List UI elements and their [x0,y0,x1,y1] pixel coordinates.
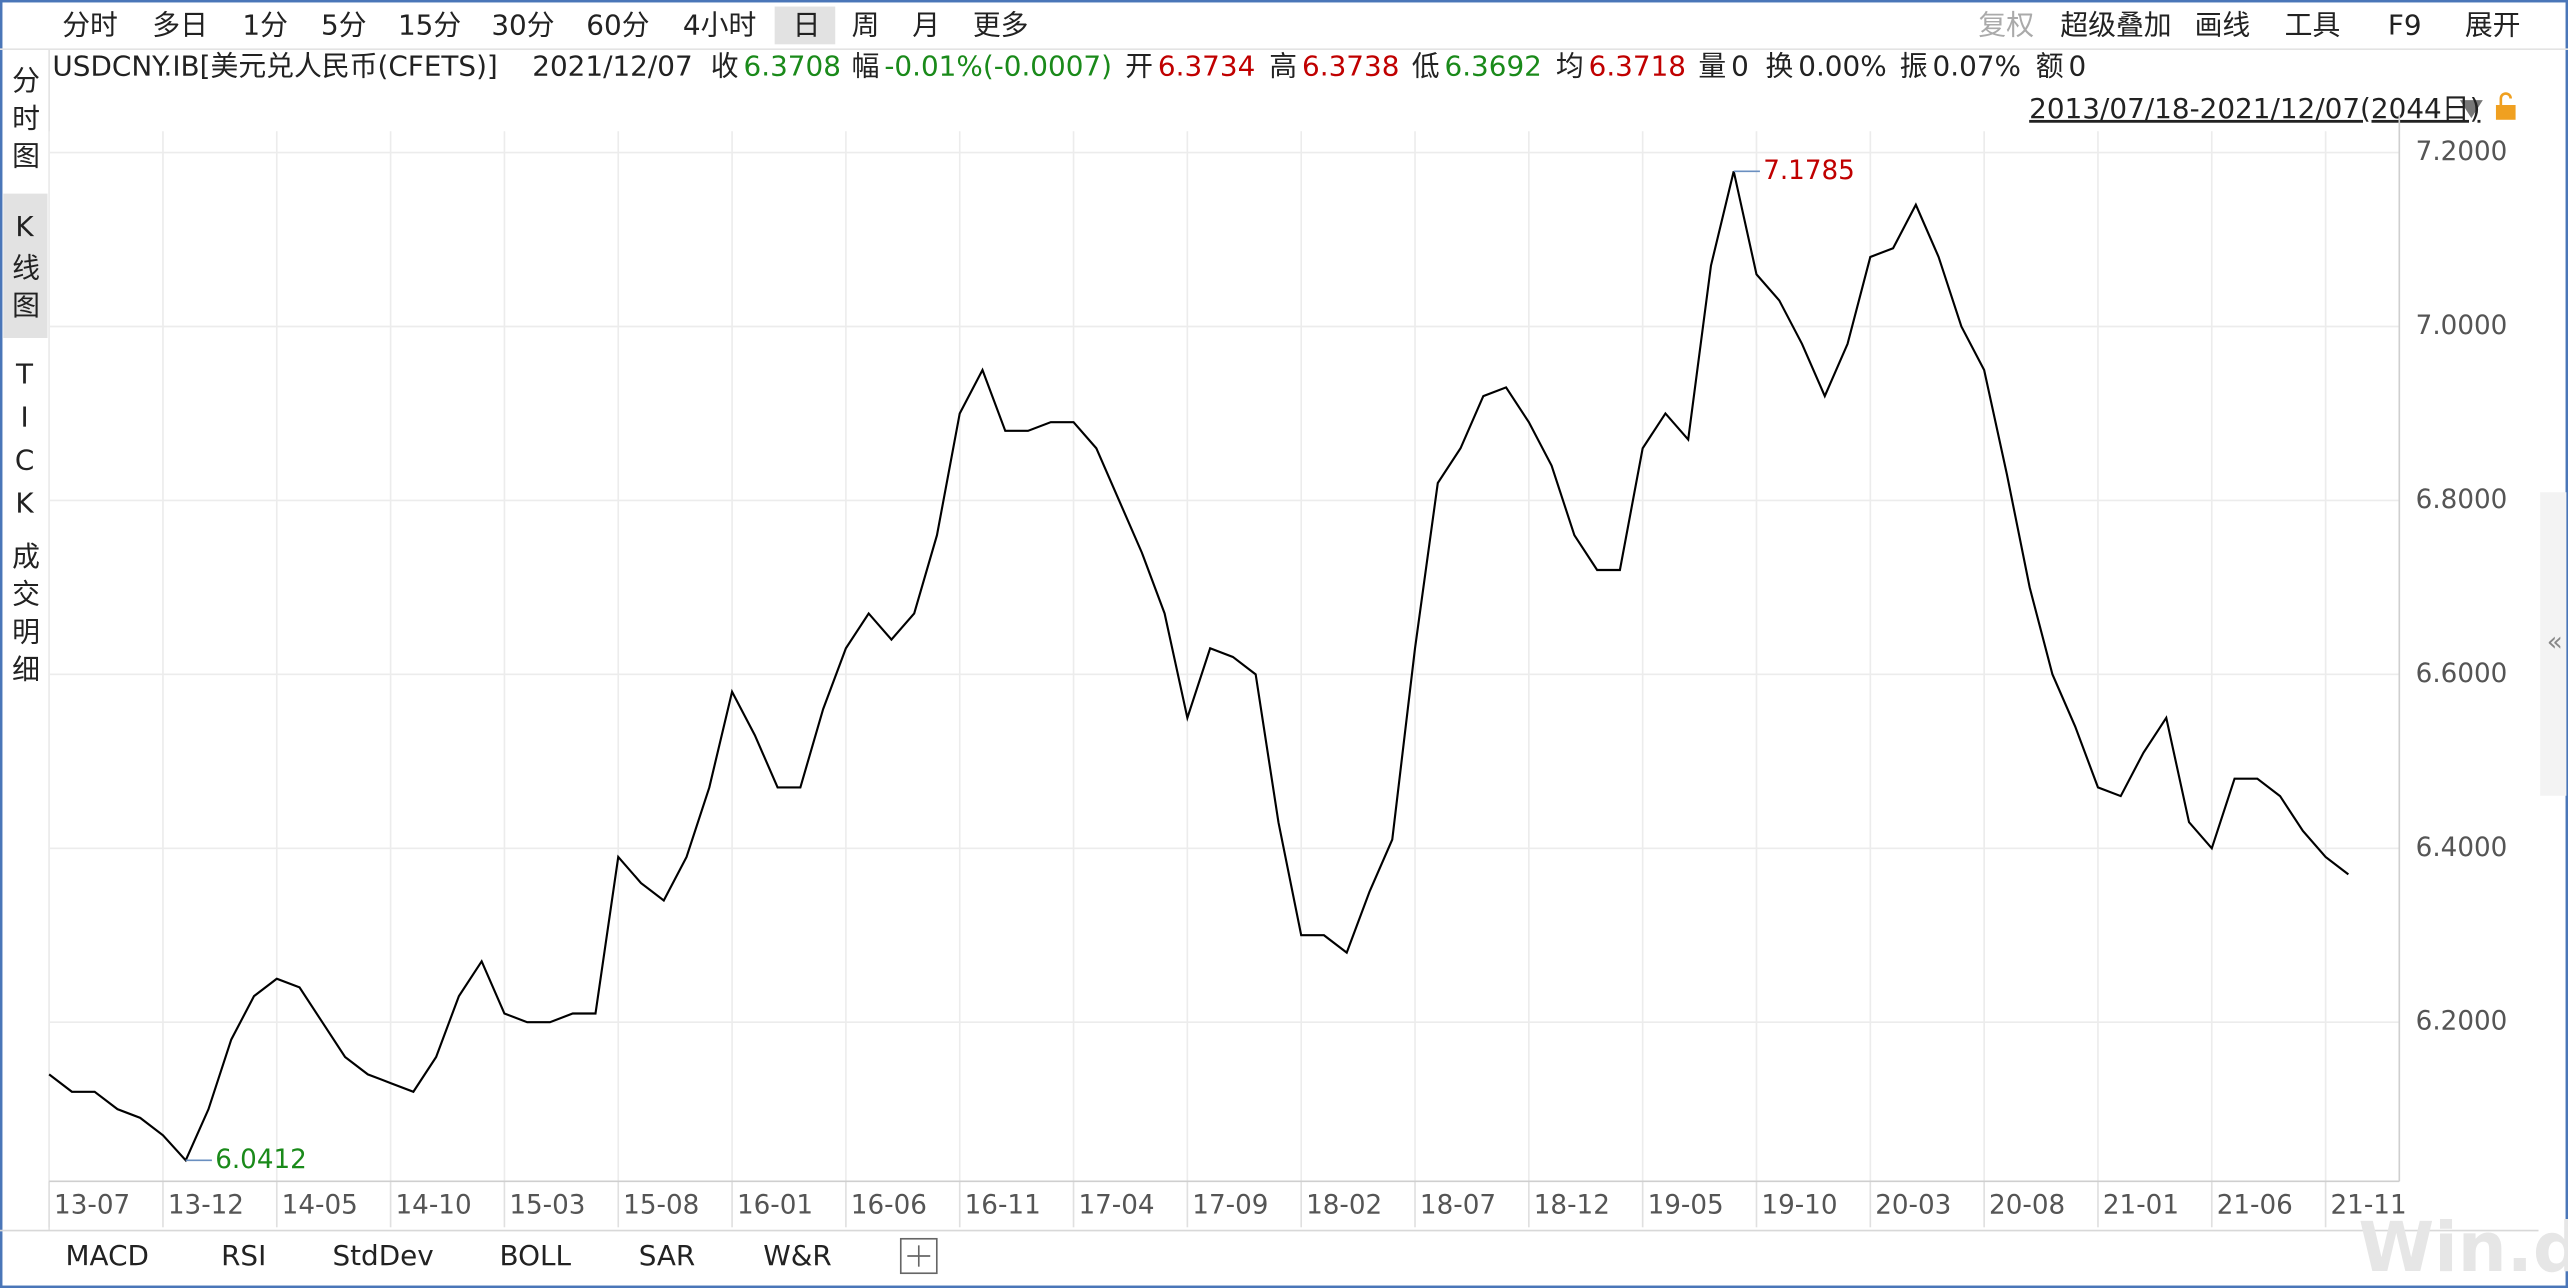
tool-button[interactable]: 画线 [2195,8,2251,41]
period-button[interactable]: 分时 [62,8,118,41]
field-value: 0.00% [1798,49,1886,82]
period-button[interactable]: 日 [793,8,821,41]
annotation-label: 7.1785 [1763,156,1855,186]
x-tick-label: 18-02 [1306,1190,1382,1220]
collapse-icon[interactable]: « [2547,628,2563,658]
active-tab-bg [3,193,48,338]
indicator-tab[interactable]: BOLL [500,1239,572,1272]
x-tick-label: 16-11 [965,1190,1041,1220]
tool-button[interactable]: 复权 [1978,8,2034,41]
field-label: 额 [2036,49,2064,82]
x-tick-label: 14-05 [282,1190,358,1220]
x-tick-label: 16-01 [737,1190,813,1220]
period-button[interactable]: 多日 [152,8,208,41]
field-label: 振 [1900,49,1928,82]
watermark: Win.d [2358,1208,2568,1288]
side-tab[interactable]: K线图 [8,210,41,328]
x-tick-label: 17-04 [1078,1190,1154,1220]
annotation-label: 6.0412 [215,1145,307,1175]
field-label: 换 [1766,49,1794,82]
side-tab[interactable]: 成交明细 [8,541,41,692]
indicator-tab[interactable]: MACD [66,1239,149,1272]
field-label: 高 [1269,49,1297,82]
price-line [48,171,2350,1163]
period-button[interactable]: 月 [912,8,940,41]
field-value: 6.3692 [1444,49,1541,82]
indicator-tab[interactable]: StdDev [332,1239,433,1272]
indicator-tab[interactable]: W&R [763,1239,832,1272]
x-tick-label: 15-08 [623,1190,699,1220]
x-tick-label: 20-08 [1989,1190,2065,1220]
x-tick-label: 18-07 [1420,1190,1496,1220]
tool-button[interactable]: 展开 [2465,8,2521,41]
active-period-bg [774,6,836,45]
field-label: 均 [1556,49,1584,82]
x-tick-label: 18-12 [1534,1190,1610,1220]
side-tab[interactable]: 分时图 [8,66,41,179]
field-value: 6.3738 [1302,49,1399,82]
lock-icon[interactable] [2495,105,2516,120]
x-tick-label: 19-05 [1648,1190,1724,1220]
lock-shackle [2499,92,2512,106]
period-button[interactable]: 30分 [491,8,554,41]
x-tick-label: 17-09 [1192,1190,1268,1220]
x-tick-label: 19-10 [1761,1190,1837,1220]
indicator-tab[interactable]: SAR [639,1239,696,1272]
x-tick-label: 21-06 [2217,1190,2293,1220]
field-label: 开 [1125,49,1153,82]
field-value: 6.3708 [744,49,841,82]
period-button[interactable]: 更多 [973,8,1029,41]
field-value: 6.3718 [1589,49,1686,82]
period-button[interactable]: 15分 [398,8,461,41]
x-tick-label: 15-03 [509,1190,585,1220]
indicator-tab[interactable]: RSI [221,1239,266,1272]
y-tick-label: 7.2000 [2416,137,2508,167]
field-value: 0.07% [1933,49,2021,82]
x-tick-label: 13-07 [54,1190,130,1220]
tool-button[interactable]: 超级叠加 [2060,8,2171,41]
period-button[interactable]: 周 [852,8,880,41]
period-button[interactable]: 5分 [321,8,367,41]
field-value: 6.3734 [1158,49,1255,82]
x-tick-label: 16-06 [851,1190,927,1220]
x-tick-label: 20-03 [1875,1190,1951,1220]
date-range[interactable]: 2013/07/18-2021/12/07(2044日) [2029,92,2480,125]
y-tick-label: 6.4000 [2416,833,2508,863]
period-button[interactable]: 1分 [242,8,288,41]
y-tick-label: 7.0000 [2416,311,2508,341]
field-value: -0.01%(-0.0007) [884,49,1112,82]
scroll-handle[interactable] [2540,492,2567,796]
field-label: 量 [1698,49,1726,82]
y-tick-label: 6.8000 [2416,485,2508,515]
tool-button[interactable]: 工具 [2285,8,2341,41]
field-value: 0 [1731,49,1749,82]
field-label: 低 [1412,49,1440,82]
period-button[interactable]: 4小时 [683,8,756,41]
x-tick-label: 21-11 [2331,1190,2407,1220]
period-button[interactable]: 60分 [586,8,649,41]
field-label: 收 [711,49,739,82]
security-name: USDCNY.IB[美元兑人民币(CFETS)] [52,49,497,82]
quote-date: 2021/12/07 [532,49,692,82]
range-dropdown[interactable] [2459,100,2483,119]
y-tick-label: 6.2000 [2416,1007,2508,1037]
field-label: 幅 [852,49,880,82]
y-tick-label: 6.6000 [2416,659,2508,689]
x-tick-label: 13-12 [168,1190,244,1220]
side-tab[interactable]: TICK [8,358,41,530]
x-tick-label: 14-10 [396,1190,472,1220]
add-indicator[interactable] [899,1237,938,1275]
tool-button[interactable]: F9 [2388,8,2422,41]
x-tick-label: 21-01 [2103,1190,2179,1220]
field-value: 0 [2068,49,2086,82]
